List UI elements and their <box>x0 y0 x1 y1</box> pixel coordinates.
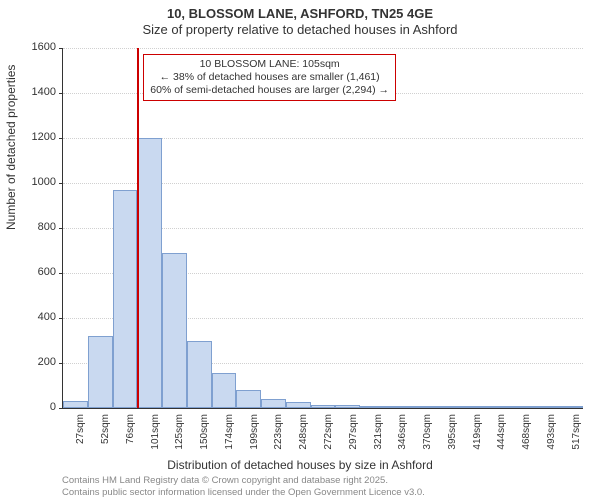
histogram-bar <box>212 373 237 408</box>
footer-attribution: Contains HM Land Registry data © Crown c… <box>62 475 425 498</box>
y-tick-label: 1600 <box>6 41 56 53</box>
x-axis-label: Distribution of detached houses by size … <box>0 458 600 472</box>
histogram-bar <box>410 406 435 408</box>
y-tick-label: 200 <box>6 356 56 368</box>
x-tick-label: 272sqm <box>323 414 334 458</box>
x-tick-label: 395sqm <box>447 414 458 458</box>
histogram-bar <box>335 405 360 408</box>
chart-title: 10, BLOSSOM LANE, ASHFORD, TN25 4GE <box>0 6 600 22</box>
x-tick-label: 346sqm <box>397 414 408 458</box>
chart-title-block: 10, BLOSSOM LANE, ASHFORD, TN25 4GE Size… <box>0 0 600 39</box>
x-tick-label: 468sqm <box>521 414 532 458</box>
histogram-bar <box>558 406 583 408</box>
histogram-bar <box>385 406 410 408</box>
x-tick-label: 493sqm <box>546 414 557 458</box>
histogram-bars <box>63 48 583 408</box>
histogram-bar <box>63 401 88 408</box>
x-tick-label: 444sqm <box>496 414 507 458</box>
annotation-line2: ← 38% of detached houses are smaller (1,… <box>150 71 389 84</box>
histogram-bar <box>484 406 509 408</box>
property-marker-line <box>137 48 139 408</box>
histogram-bar <box>509 406 534 408</box>
y-tick-label: 600 <box>6 266 56 278</box>
histogram-bar <box>113 190 138 408</box>
chart-plot-area: 10 BLOSSOM LANE: 105sqm ← 38% of detache… <box>62 48 583 409</box>
y-tick-label: 400 <box>6 311 56 323</box>
annotation-line1: 10 BLOSSOM LANE: 105sqm <box>150 58 389 71</box>
x-tick-label: 150sqm <box>199 414 210 458</box>
histogram-bar <box>187 341 212 409</box>
y-tick-mark <box>59 408 63 409</box>
chart-subtitle: Size of property relative to detached ho… <box>0 22 600 38</box>
x-tick-label: 76sqm <box>125 414 136 458</box>
x-tick-label: 321sqm <box>373 414 384 458</box>
footer-line1: Contains HM Land Registry data © Crown c… <box>62 475 425 486</box>
y-tick-label: 1000 <box>6 176 56 188</box>
histogram-bar <box>261 399 286 408</box>
histogram-bar <box>286 402 311 408</box>
y-tick-label: 1400 <box>6 86 56 98</box>
annotation-box: 10 BLOSSOM LANE: 105sqm ← 38% of detache… <box>143 54 396 101</box>
x-tick-label: 223sqm <box>273 414 284 458</box>
histogram-bar <box>360 406 385 408</box>
x-tick-label: 125sqm <box>174 414 185 458</box>
histogram-bar <box>534 406 559 408</box>
histogram-bar <box>88 336 113 408</box>
histogram-bar <box>311 405 336 408</box>
histogram-bar <box>459 406 484 408</box>
histogram-bar <box>137 138 162 408</box>
y-tick-label: 0 <box>6 401 56 413</box>
annotation-line3: 60% of semi-detached houses are larger (… <box>150 84 389 97</box>
x-tick-label: 517sqm <box>571 414 582 458</box>
x-tick-label: 52sqm <box>100 414 111 458</box>
x-tick-label: 248sqm <box>298 414 309 458</box>
histogram-bar <box>434 406 459 408</box>
x-tick-label: 101sqm <box>150 414 161 458</box>
histogram-bar <box>162 253 187 408</box>
y-tick-label: 800 <box>6 221 56 233</box>
x-tick-label: 297sqm <box>348 414 359 458</box>
x-tick-label: 199sqm <box>249 414 260 458</box>
x-tick-label: 419sqm <box>472 414 483 458</box>
x-tick-label: 174sqm <box>224 414 235 458</box>
x-tick-label: 27sqm <box>75 414 86 458</box>
footer-line2: Contains public sector information licen… <box>62 487 425 498</box>
y-tick-label: 1200 <box>6 131 56 143</box>
x-tick-label: 370sqm <box>422 414 433 458</box>
histogram-bar <box>236 390 261 408</box>
